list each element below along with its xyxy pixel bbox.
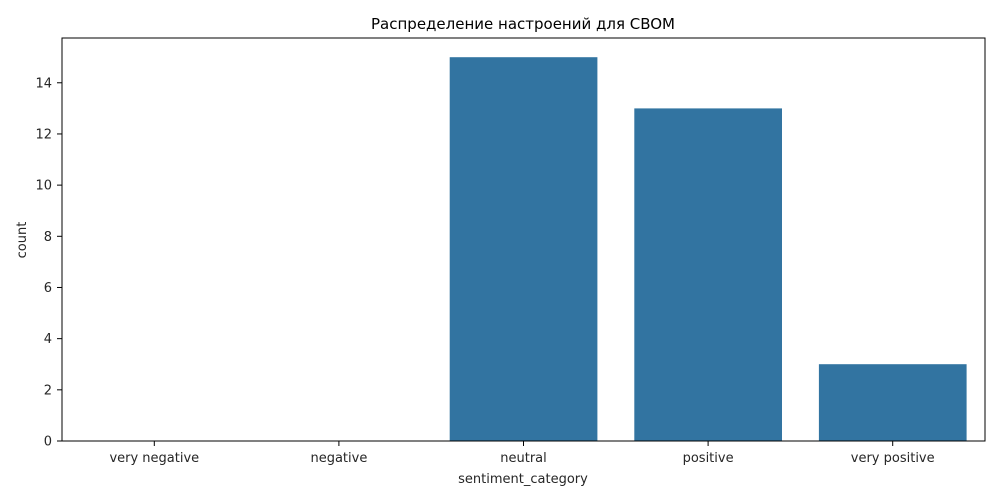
x-tick-label: positive [683,451,734,466]
y-tick-label: 10 [35,179,52,194]
x-tick-label: neutral [500,451,547,466]
y-tick-label: 6 [44,281,52,296]
x-axis-title: sentiment_category [458,472,588,487]
chart-title: Распределение настроений для CBOM [371,15,675,33]
x-tick-label: very negative [109,451,199,466]
bars-group [449,57,967,442]
x-tick-label: negative [310,451,367,466]
bar-positive [634,108,782,442]
y-tick-label: 8 [44,230,52,245]
y-axis-ticks: 0 2 4 6 8 10 12 14 [35,76,62,450]
y-tick-label: 2 [44,383,52,398]
y-tick-label: 4 [44,332,52,347]
y-tick-label: 14 [35,76,52,91]
bar-neutral [449,57,598,441]
plot-frame [61,37,986,442]
x-tick-label: very positive [851,451,935,466]
y-axis-title: count [15,222,30,259]
y-tick-label: 0 [44,435,52,450]
bar-very-positive [818,364,967,441]
y-tick-label: 12 [35,127,52,142]
x-axis-ticks: very negative negative neutral positive very… [109,441,935,466]
